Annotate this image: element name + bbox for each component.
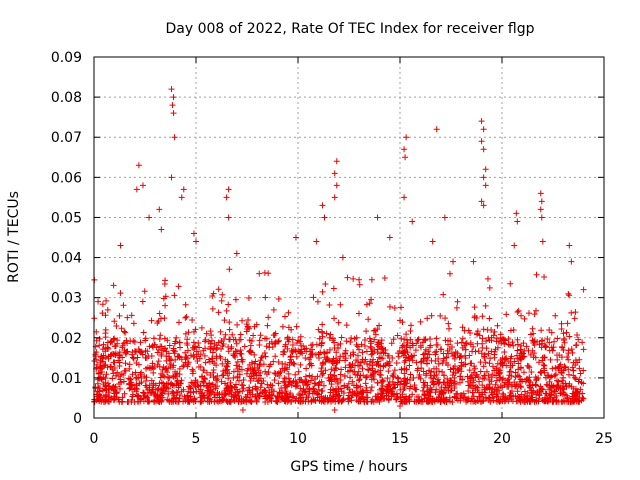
- chart-title: Day 008 of 2022, Rate Of TEC Index for r…: [166, 21, 535, 37]
- y-tick-label: 0.01: [51, 371, 82, 387]
- data-point: [331, 194, 338, 201]
- y-tick-label: 0.09: [51, 50, 82, 66]
- y-axis-ticks: 0 0.01 0.02 0.03 0.04 0.05 0.06 0.07 0.08 0.09: [51, 50, 604, 427]
- data-point: [480, 202, 487, 209]
- y-tick-label: 0.02: [51, 331, 82, 347]
- data-point: [331, 170, 338, 177]
- x-tick-label: 5: [192, 431, 201, 447]
- data-point: [539, 238, 546, 245]
- data-point: [233, 250, 240, 257]
- data-point: [169, 102, 176, 109]
- data-point: [478, 138, 485, 145]
- data-point: [478, 118, 485, 125]
- data-point-cloud: [91, 266, 587, 405]
- data-point: [171, 134, 178, 141]
- x-axis-ticks: 0 5 10 15 20 25: [90, 57, 613, 447]
- data-point: [225, 214, 232, 221]
- x-tick-label: 25: [595, 431, 613, 447]
- data-point: [513, 210, 520, 217]
- y-axis-label: ROTI / TECUs: [6, 191, 22, 283]
- data-point: [566, 242, 573, 249]
- data-point: [511, 242, 518, 249]
- y-tick-label: 0.06: [51, 170, 82, 186]
- data-point: [117, 242, 124, 249]
- data-point: [168, 174, 175, 181]
- x-axis-label: GPS time / hours: [290, 459, 407, 475]
- x-tick-label: 15: [391, 431, 409, 447]
- data-point: [139, 182, 146, 189]
- data-point: [403, 134, 410, 141]
- data-point: [225, 186, 232, 193]
- data-point: [538, 198, 545, 205]
- data-point: [133, 186, 140, 193]
- data-point: [292, 234, 299, 241]
- data-point: [537, 190, 544, 197]
- y-tick-label: 0: [73, 411, 82, 427]
- data-point: [480, 126, 487, 133]
- data-point: [239, 406, 246, 413]
- data-point: [374, 214, 381, 221]
- data-point: [274, 398, 281, 405]
- data-point: [480, 174, 487, 181]
- data-points: [91, 86, 587, 413]
- data-point: [178, 194, 185, 201]
- data-point: [319, 202, 326, 209]
- data-point: [339, 254, 346, 261]
- data-point: [331, 406, 338, 413]
- data-point: [482, 182, 489, 189]
- data-point: [256, 270, 263, 277]
- data-point: [480, 146, 487, 153]
- x-tick-label: 20: [493, 431, 511, 447]
- data-point: [401, 194, 408, 201]
- data-point: [170, 110, 177, 117]
- y-tick-label: 0.03: [51, 291, 82, 307]
- data-point: [146, 214, 153, 221]
- data-point: [401, 146, 408, 153]
- data-point: [433, 126, 440, 133]
- data-point: [193, 238, 199, 245]
- plot-frame: [93, 56, 605, 419]
- data-point: [333, 182, 340, 189]
- data-point: [313, 238, 320, 245]
- data-point: [95, 298, 102, 305]
- data-point: [333, 158, 340, 165]
- data-point: [223, 194, 230, 201]
- data-point: [441, 214, 448, 221]
- y-tick-label: 0.04: [51, 251, 82, 267]
- data-point: [386, 234, 393, 241]
- data-point: [514, 218, 521, 225]
- x-tick-label: 10: [289, 431, 307, 447]
- data-point: [170, 94, 177, 101]
- data-point: [397, 402, 403, 409]
- data-point: [409, 218, 416, 225]
- x-tick-label: 0: [90, 431, 99, 447]
- data-point: [478, 198, 485, 205]
- y-tick-label: 0.08: [51, 90, 82, 106]
- data-point: [450, 258, 457, 265]
- data-point: [321, 214, 328, 221]
- data-point: [470, 258, 477, 265]
- data-point: [180, 186, 187, 193]
- data-point: [429, 238, 436, 245]
- data-point: [568, 258, 575, 265]
- data-point: [537, 206, 544, 213]
- data-point: [190, 230, 197, 237]
- data-point: [538, 214, 545, 221]
- data-point: [158, 226, 165, 233]
- data-point: [168, 86, 175, 93]
- y-tick-label: 0.07: [51, 130, 82, 146]
- data-point: [482, 166, 489, 173]
- data-point: [580, 286, 587, 293]
- data-point: [156, 206, 163, 213]
- data-point: [135, 162, 142, 169]
- y-tick-label: 0.05: [51, 210, 82, 226]
- data-point: [402, 154, 409, 161]
